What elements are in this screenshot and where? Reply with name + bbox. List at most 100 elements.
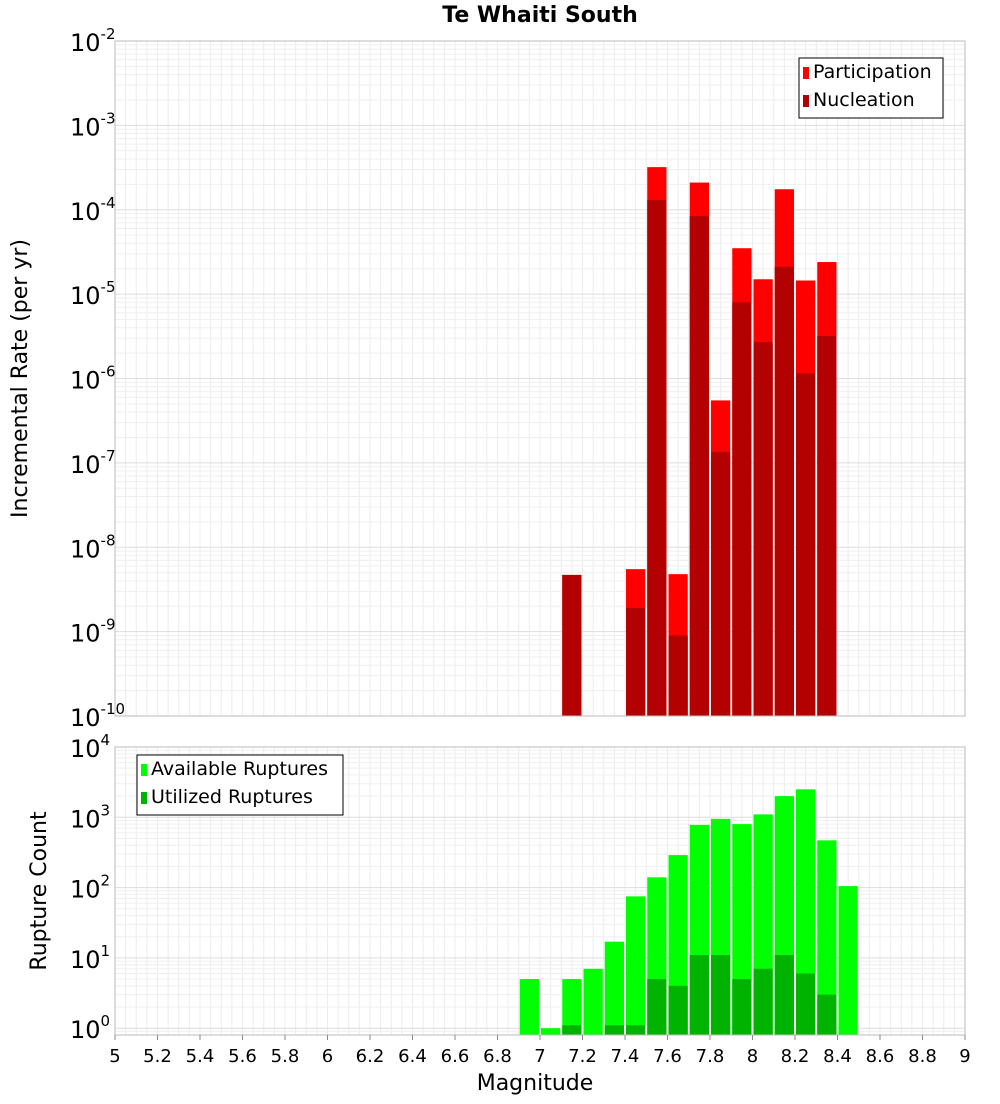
y-tick-base: 10 <box>70 367 101 395</box>
bar <box>668 635 688 716</box>
y-tick-base: 10 <box>70 1016 101 1044</box>
x-tick-label: 9 <box>959 1046 970 1067</box>
legend-label: Available Ruptures <box>151 758 328 780</box>
y-tick-base: 10 <box>70 805 101 833</box>
y-tick-label: 10-10 <box>70 700 125 732</box>
x-tick-label: 6.2 <box>356 1046 385 1067</box>
bar <box>817 840 837 1035</box>
bar <box>774 954 794 1035</box>
bar <box>817 335 837 716</box>
x-tick-label: 5 <box>109 1046 120 1067</box>
y-tick-base: 10 <box>70 946 101 974</box>
chart-title: Te Whaiti South <box>442 3 638 28</box>
legend-label: Nucleation <box>813 89 915 111</box>
y-tick-base: 10 <box>70 704 101 732</box>
y-tick-exponent: 4 <box>101 731 111 749</box>
bar <box>541 1028 561 1035</box>
x-tick-label: 7.2 <box>568 1046 597 1067</box>
x-tick-label: 5.4 <box>186 1046 215 1067</box>
bar <box>753 968 773 1035</box>
bar <box>604 941 624 1035</box>
y-tick-base: 10 <box>70 451 101 479</box>
bars <box>519 789 858 1035</box>
legend-box <box>136 754 344 816</box>
x-tick-label: 7.6 <box>653 1046 682 1067</box>
bar <box>562 574 582 716</box>
y-tick-label: 104 <box>70 731 110 763</box>
chart-panel-1: Te Whaiti South10-1010-910-810-710-610-5… <box>8 3 966 732</box>
legend-swatch <box>803 67 809 79</box>
y-tick-base: 10 <box>70 198 101 226</box>
y-tick-exponent: -9 <box>101 616 116 634</box>
x-tick-label: 8.4 <box>823 1046 852 1067</box>
bar <box>519 979 539 1035</box>
y-axis-label: Incremental Rate (per yr) <box>8 239 33 518</box>
y-tick-exponent: -4 <box>101 194 116 212</box>
y-tick-exponent: 3 <box>101 801 111 819</box>
x-tick-label: 6 <box>322 1046 333 1067</box>
legend: Available Ruptures Utilized Ruptures <box>136 754 344 816</box>
y-tick-exponent: -2 <box>101 25 116 43</box>
legend-label: Utilized Ruptures <box>151 786 313 808</box>
x-tick-label: 7 <box>534 1046 545 1067</box>
legend: Participation Nucleation <box>798 57 944 119</box>
grid-lines <box>114 40 966 717</box>
x-tick-label: 5.6 <box>228 1046 257 1067</box>
bar <box>626 1025 646 1035</box>
y-tick-label: 101 <box>70 942 110 974</box>
y-tick-base: 10 <box>70 876 101 904</box>
y-tick-exponent: -10 <box>101 700 126 718</box>
x-tick-label: 8 <box>747 1046 758 1067</box>
x-tick-label: 5.2 <box>143 1046 172 1067</box>
bar <box>732 979 752 1035</box>
bar <box>796 973 816 1035</box>
y-tick-exponent: -6 <box>101 363 116 381</box>
bar <box>647 979 667 1035</box>
bar <box>796 373 816 716</box>
y-tick-exponent: -3 <box>101 109 116 127</box>
y-tick-label: 10-9 <box>70 616 116 648</box>
x-tick-label: 6.4 <box>398 1046 427 1067</box>
x-axis-label: Magnitude <box>477 1071 594 1096</box>
y-tick-exponent: -5 <box>101 278 116 296</box>
bar <box>711 954 731 1035</box>
y-tick-exponent: 2 <box>101 872 111 890</box>
y-tick-exponent: -7 <box>101 447 116 465</box>
bar <box>774 266 794 716</box>
bar <box>604 1025 624 1035</box>
bar <box>668 985 688 1035</box>
legend-swatch <box>141 792 147 804</box>
y-tick-base: 10 <box>70 113 101 141</box>
plot-frame <box>114 40 966 717</box>
series-nucleation <box>562 200 837 717</box>
y-tick-label: 10-5 <box>70 278 116 310</box>
y-tick-label: 10-2 <box>70 25 116 57</box>
y-tick-label: 10-7 <box>70 447 116 479</box>
bar <box>647 200 667 716</box>
legend-label: Participation <box>813 61 932 83</box>
bar <box>583 968 603 1035</box>
y-tick-exponent: -8 <box>101 531 116 549</box>
y-tick-label: 10-6 <box>70 363 116 395</box>
y-tick-label: 10-8 <box>70 531 116 563</box>
y-tick-label: 10-4 <box>70 194 116 226</box>
x-tick-label: 8.6 <box>866 1046 895 1067</box>
x-tick-label: 6.6 <box>441 1046 470 1067</box>
x-tick-labels: 5 5.2 5.4 5.6 5.8 6 6.2 6.4 6.6 6.8 7 7.2 7.4 7.6 7.8 8… <box>109 1035 971 1067</box>
y-axis-label: Rupture Count <box>27 811 52 971</box>
bar <box>817 994 837 1035</box>
bar <box>711 451 731 716</box>
legend-box <box>798 57 944 119</box>
grid-lines <box>114 746 966 1036</box>
x-tick-label: 7.8 <box>696 1046 725 1067</box>
x-tick-label: 5.8 <box>271 1046 300 1067</box>
y-tick-base: 10 <box>70 535 101 563</box>
bar <box>626 608 646 716</box>
x-tick-label: 8.2 <box>781 1046 810 1067</box>
bars <box>562 167 837 717</box>
bar <box>626 896 646 1035</box>
